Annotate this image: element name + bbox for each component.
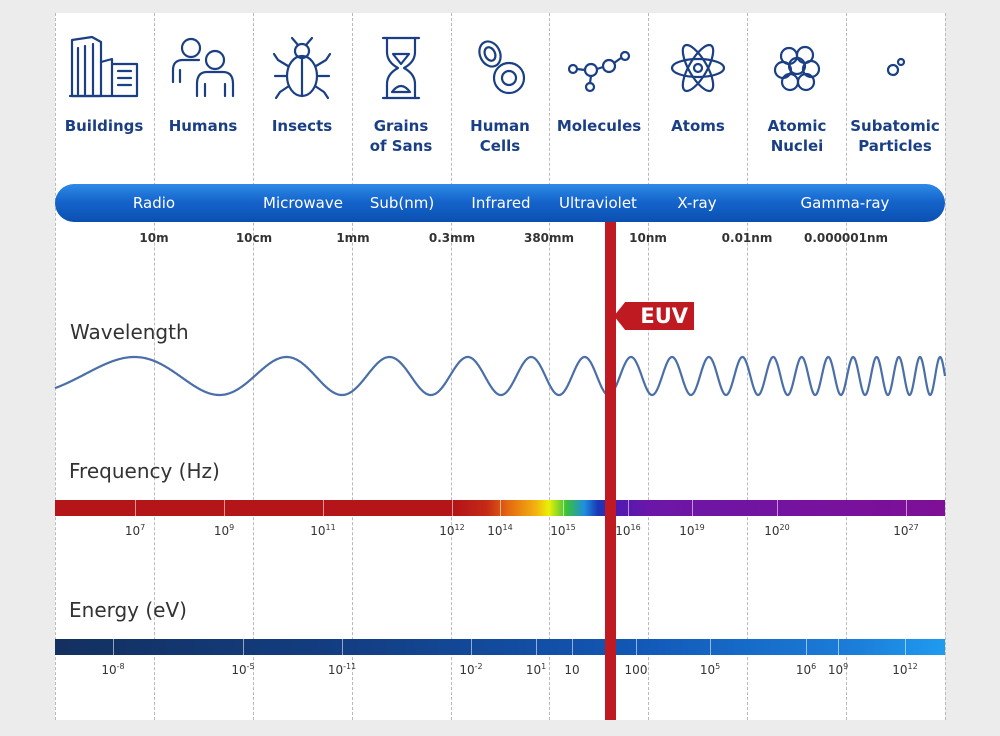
nucleus-icon: [773, 45, 821, 92]
wavelength-label: 10cm: [235, 231, 273, 245]
category-humans-label: Humans: [168, 117, 238, 135]
guide-line: [846, 13, 847, 720]
guide-line: [945, 13, 946, 720]
category-grains-label: Grains of Sans: [369, 117, 433, 155]
guide-line: [451, 13, 452, 720]
band-radio: Radio: [132, 194, 176, 212]
energy-tick-label: 100: [624, 663, 648, 677]
energy-tick-label: 10-2: [459, 662, 483, 678]
wavelength-label: 10m: [139, 231, 169, 245]
wave-line: [54, 355, 947, 397]
wavelength-label: 0.3mm: [428, 231, 476, 245]
euv-marker-line: [605, 222, 616, 720]
bar-tick: [777, 500, 778, 516]
energy-tick-label: 101: [525, 662, 547, 678]
guide-line: [55, 13, 56, 720]
bar-tick: [536, 639, 537, 655]
spectrum-band-bar: [55, 184, 945, 222]
humans-icon: [171, 37, 235, 98]
bar-tick: [710, 639, 711, 655]
frequency-tick-label: 1020: [764, 523, 790, 539]
buildings-icon: [68, 35, 139, 98]
frequency-tick-label: 1016: [615, 523, 641, 539]
bar-tick: [838, 639, 839, 655]
category-cells-label: Human Cells: [470, 117, 530, 155]
energy-tick-label: 10-11: [327, 662, 357, 678]
band-gamma-ray: Gamma-ray: [800, 194, 890, 212]
wavelength-label: 1mm: [336, 231, 370, 245]
bar-tick: [135, 500, 136, 516]
bar-tick: [471, 639, 472, 655]
wavelength-label: 0.000001nm: [803, 231, 889, 245]
energy-tick-label: 10: [564, 663, 580, 677]
category-nuclei-label: Atomic Nuclei: [767, 117, 827, 155]
bar-tick: [113, 639, 114, 655]
frequency-tick-label: 1011: [310, 523, 336, 539]
bar-tick: [452, 500, 453, 516]
bar-tick: [906, 500, 907, 516]
band-subnm: Sub(nm): [369, 194, 435, 212]
bar-tick: [692, 500, 693, 516]
bar-tick: [628, 500, 629, 516]
bar-tick: [224, 500, 225, 516]
bar-tick: [323, 500, 324, 516]
energy-tick-label: 10-8: [101, 662, 125, 678]
frequency-tick-label: 1027: [893, 523, 919, 539]
energy-tick-label: 1012: [892, 662, 918, 678]
frequency-tick-label: 1015: [550, 523, 576, 539]
category-atoms-label: Atoms: [671, 117, 725, 135]
energy-bar: [55, 639, 945, 655]
wavelength-label: 380mm: [523, 231, 575, 245]
category-insects-label: Insects: [271, 117, 333, 135]
guide-line: [648, 13, 649, 720]
category-buildings-label: Buildings: [64, 117, 144, 135]
guide-line: [352, 13, 353, 720]
bar-tick: [500, 500, 501, 516]
band-microwave: Microwave: [263, 194, 343, 212]
band-xray: X-ray: [677, 194, 717, 212]
band-infrared: Infrared: [471, 194, 531, 212]
bar-tick: [905, 639, 906, 655]
frequency-title: Frequency (Hz): [69, 459, 220, 483]
particles-icon: [886, 57, 906, 77]
frequency-tick-label: 107: [124, 523, 146, 539]
frequency-tick-label: 109: [213, 523, 235, 539]
bar-tick: [806, 639, 807, 655]
energy-tick-label: 106: [795, 662, 817, 678]
guide-line: [154, 13, 155, 720]
cells-icon: [478, 40, 526, 95]
energy-tick-label: 10-5: [231, 662, 255, 678]
category-subatomic-label: Subatomic Particles: [850, 117, 940, 155]
bar-tick: [563, 500, 564, 516]
wavelength-title: Wavelength: [70, 320, 189, 344]
euv-marker-flag: EUV: [614, 302, 694, 330]
molecule-icon: [567, 50, 631, 93]
hourglass-icon: [381, 36, 421, 100]
bar-tick: [342, 639, 343, 655]
wavelength-label: 10nm: [629, 231, 667, 245]
frequency-tick-label: 1012: [439, 523, 465, 539]
bar-tick: [636, 639, 637, 655]
frequency-tick-label: 1014: [487, 523, 513, 539]
frequency-tick-label: 1019: [679, 523, 705, 539]
category-molecules-label: Molecules: [556, 117, 642, 135]
band-ultraviolet: Ultraviolet: [559, 194, 637, 212]
atom-icon: [670, 43, 726, 93]
guide-line: [253, 13, 254, 720]
energy-tick-label: 109: [827, 662, 849, 678]
energy-tick-label: 105: [699, 662, 721, 678]
energy-title: Energy (eV): [69, 598, 187, 622]
bar-tick: [243, 639, 244, 655]
bar-tick: [572, 639, 573, 655]
guide-line: [549, 13, 550, 720]
insect-icon: [272, 36, 332, 100]
wavelength-label: 0.01nm: [721, 231, 773, 245]
